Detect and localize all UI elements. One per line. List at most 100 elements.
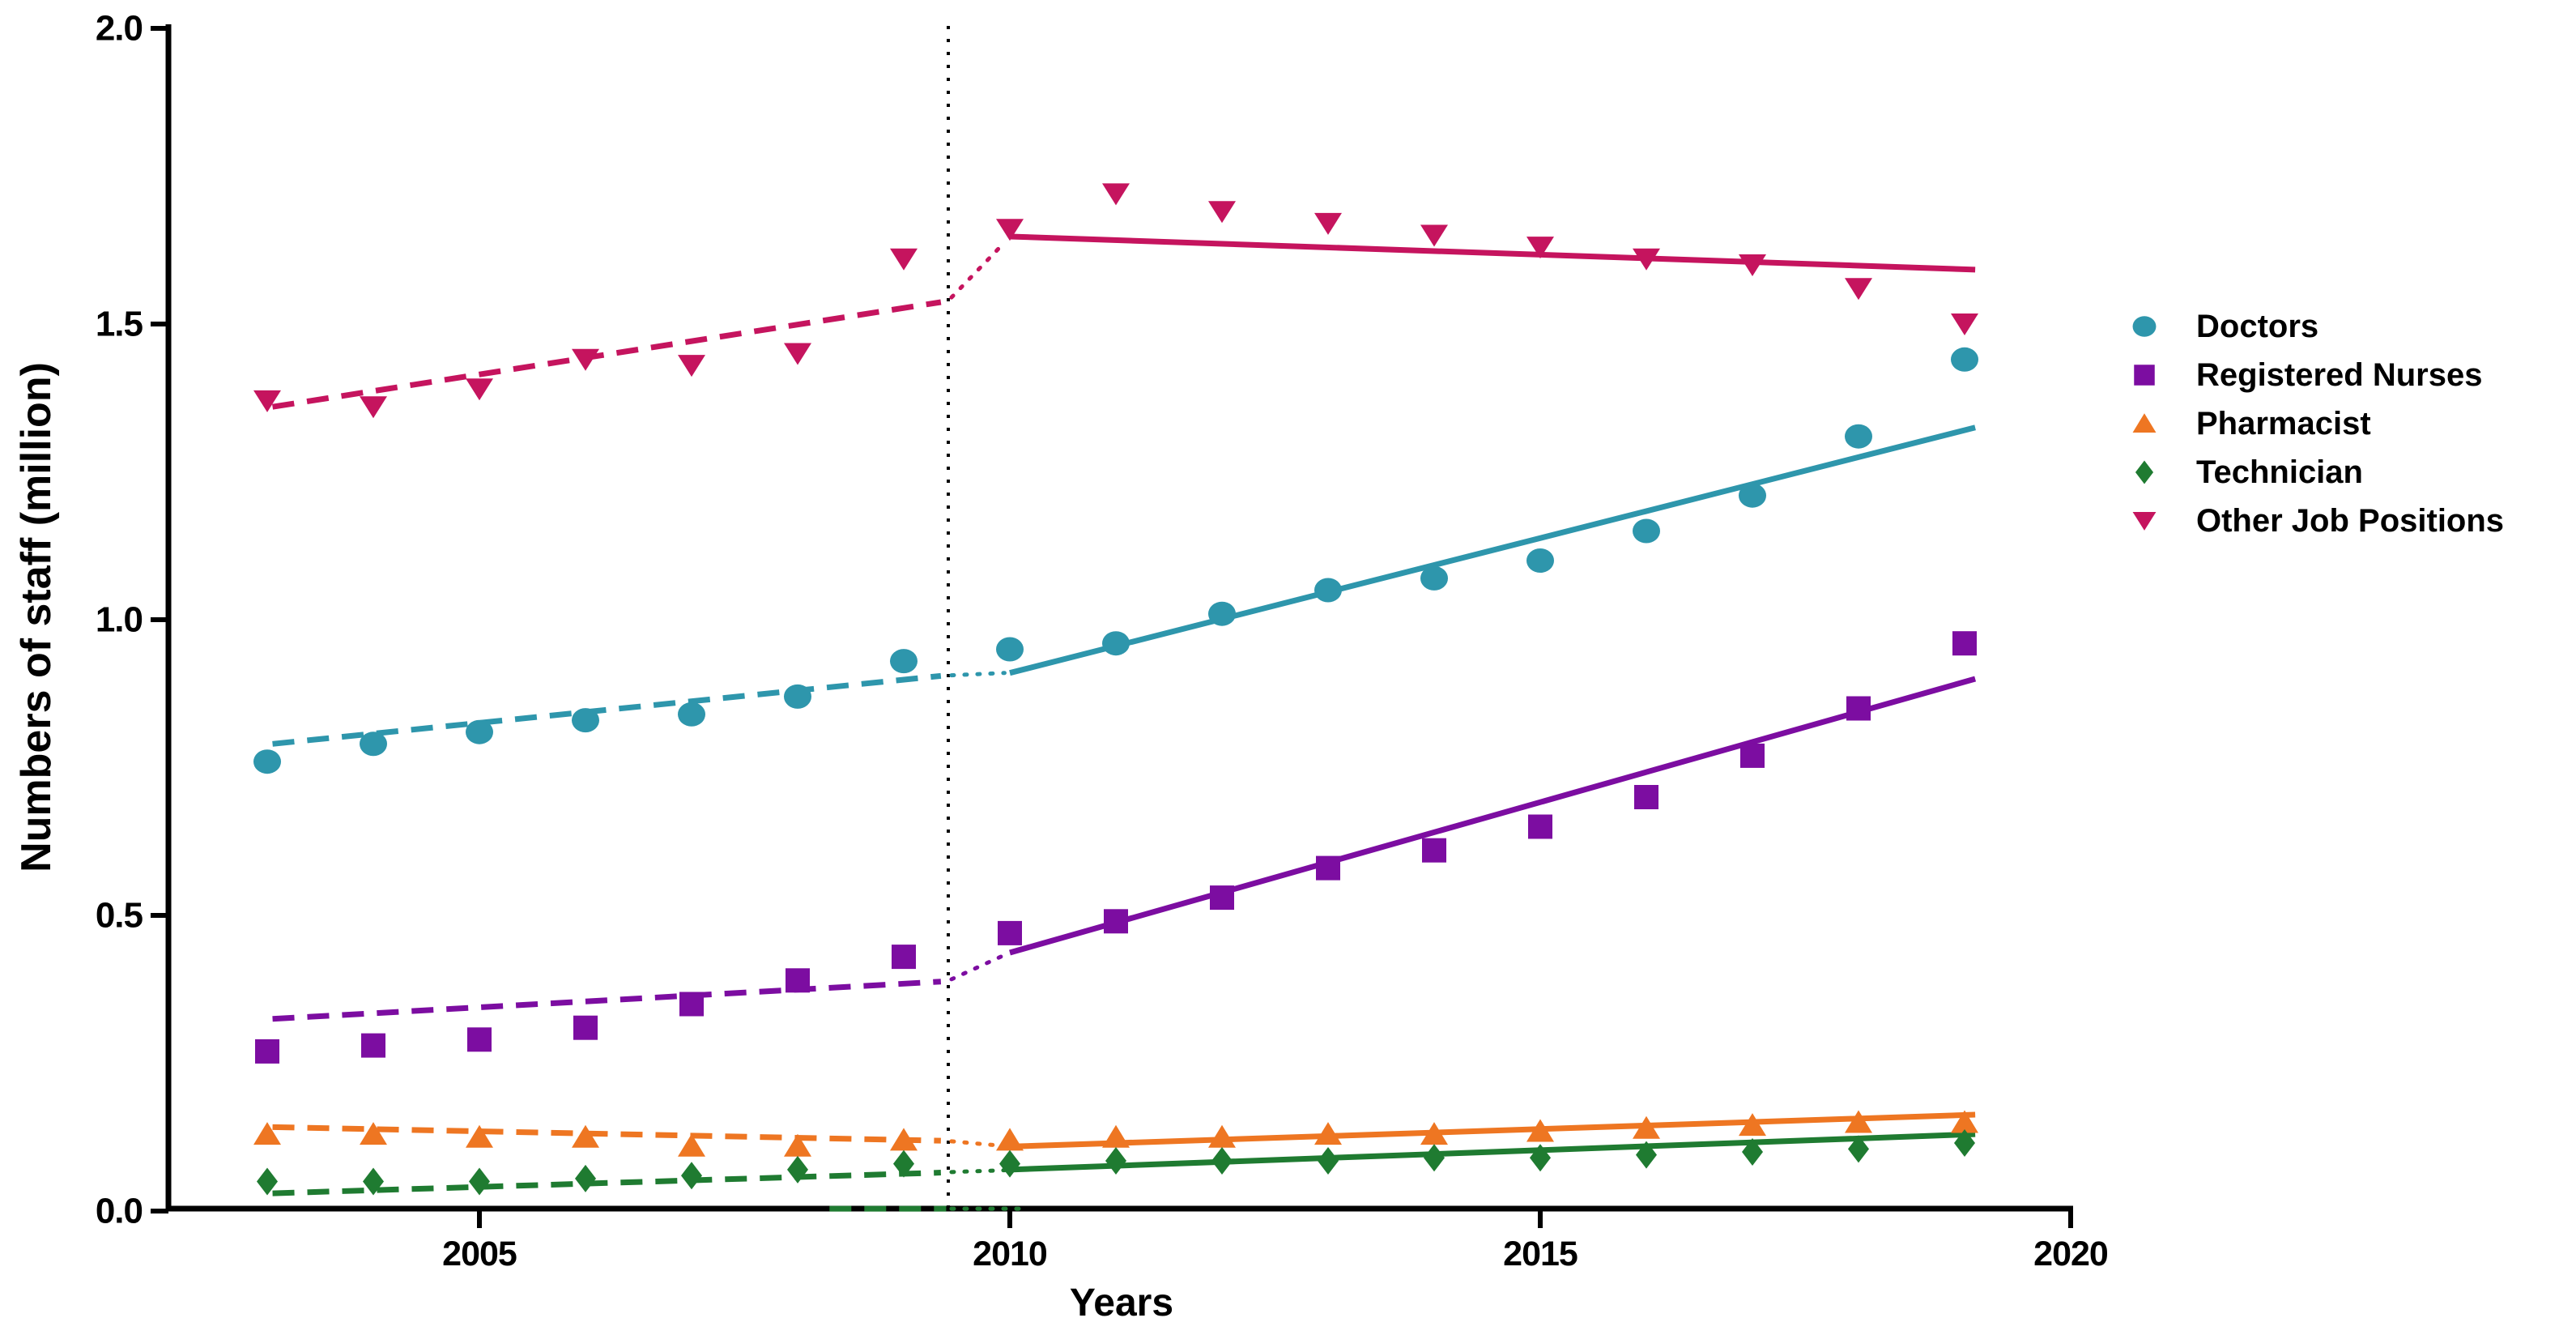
marker-pharmacist-2010	[996, 1128, 1024, 1151]
y-axis-title: Numbers of staff (million)	[13, 362, 60, 872]
trend-lines	[272, 233, 1977, 1212]
marker-registered-nurses-2005	[467, 1027, 492, 1052]
series-registered-nurses	[255, 631, 1977, 1064]
marker-doctors-2016	[1633, 518, 1660, 544]
legend-item-technician: Technician	[2135, 454, 2363, 490]
trend-technician-dashed	[272, 1170, 941, 1196]
trend-doctors-solid	[1009, 424, 1976, 676]
marker-pharmacist-2009	[890, 1128, 918, 1151]
marker-technician-2018	[1848, 1135, 1869, 1163]
marker-technician-2004	[363, 1167, 384, 1196]
marker-registered-nurses-2019	[1952, 631, 1977, 656]
marker-other-job-positions-2012	[1208, 201, 1236, 224]
marker-technician-2019	[1954, 1129, 1975, 1158]
trend-registered-nurses-dashed	[272, 979, 942, 1022]
marker-registered-nurses-2012	[1210, 885, 1234, 911]
y-tick-label: 1.5	[96, 305, 143, 344]
trend-other-job-positions-solid	[1009, 233, 1976, 273]
marker-registered-nurses-2007	[679, 992, 704, 1017]
marker-pharmacist-2012	[1208, 1124, 1236, 1148]
legend-triangle-down-icon	[2132, 511, 2157, 531]
marker-doctors-2009	[890, 649, 918, 674]
trend-doctors-dashed	[272, 672, 942, 747]
legend-item-pharmacist: Pharmacist	[2132, 406, 2371, 441]
marker-doctors-2005	[466, 719, 493, 744]
marker-doctors-2006	[572, 708, 599, 733]
series-pharmacist	[253, 1110, 1978, 1157]
marker-technician-2003	[257, 1167, 278, 1196]
marker-doctors-2004	[360, 731, 387, 757]
marker-pharmacist-2016	[1633, 1115, 1660, 1139]
marker-pharmacist-2015	[1526, 1119, 1554, 1142]
marker-technician-2006	[575, 1164, 596, 1192]
series-technician	[257, 1129, 1975, 1196]
trend-registered-nurses-solid	[1009, 676, 1977, 956]
y-tick-label: 2.0	[96, 9, 143, 49]
x-tick-label: 2015	[1503, 1235, 1578, 1273]
marker-technician-2009	[893, 1149, 914, 1178]
x-tick-label: 2010	[973, 1235, 1047, 1273]
trend-pharmacist-dotted	[949, 1139, 1007, 1149]
legend-item-registered-nurses: Registered Nurses	[2134, 357, 2482, 393]
legend-circle-icon	[2132, 316, 2157, 337]
legend-diamond-icon	[2135, 460, 2154, 484]
marker-other-job-positions-2016	[1633, 248, 1660, 271]
series-doctors	[253, 347, 1978, 774]
trend-technician-solid	[1009, 1131, 1976, 1173]
marker-pharmacist-2017	[1739, 1113, 1766, 1137]
marker-other-job-positions-2017	[1739, 254, 1766, 276]
marker-doctors-2019	[1951, 347, 1978, 372]
marker-technician-2013	[1318, 1146, 1339, 1175]
marker-other-job-positions-2005	[466, 378, 493, 401]
y-tick-label: 1.0	[96, 600, 143, 640]
marker-technician-2012	[1211, 1146, 1233, 1175]
marker-other-job-positions-2018	[1845, 278, 1872, 301]
marker-pharmacist-2006	[572, 1124, 599, 1148]
marker-other-job-positions-2007	[678, 355, 705, 377]
trend-other-job-positions-dotted	[949, 240, 1007, 300]
marker-doctors-2014	[1420, 565, 1448, 591]
legend-triangle-up-icon	[2132, 413, 2157, 433]
marker-pharmacist-2014	[1420, 1122, 1448, 1145]
marker-pharmacist-2004	[360, 1122, 387, 1145]
marker-doctors-2008	[784, 684, 811, 709]
x-tick-label: 2005	[442, 1235, 517, 1273]
marker-pharmacist-2003	[253, 1122, 281, 1145]
marker-other-job-positions-2019	[1951, 313, 1978, 335]
trend-doctors-dotted	[949, 671, 1007, 678]
marker-technician-2007	[681, 1162, 702, 1190]
legend-label: Registered Nurses	[2196, 357, 2482, 393]
marker-doctors-2010	[996, 637, 1024, 662]
legend-square-icon	[2134, 365, 2155, 386]
marker-pharmacist-2013	[1314, 1122, 1342, 1145]
marker-registered-nurses-2014	[1422, 838, 1446, 863]
marker-other-job-positions-2010	[996, 219, 1024, 241]
trend-registered-nurses-dotted	[949, 953, 1007, 982]
marker-registered-nurses-2006	[573, 1015, 598, 1040]
marker-technician-2016	[1636, 1141, 1657, 1169]
marker-registered-nurses-2003	[255, 1039, 279, 1064]
x-axis-title: Years	[1070, 1282, 1173, 1324]
marker-doctors-2013	[1314, 578, 1342, 603]
marker-registered-nurses-2010	[998, 920, 1022, 945]
marker-other-job-positions-2013	[1314, 212, 1342, 235]
legend-item-other-job-positions: Other Job Positions	[2132, 503, 2504, 539]
marker-pharmacist-2007	[678, 1133, 705, 1157]
legend-label: Pharmacist	[2196, 406, 2371, 441]
legend-label: Doctors	[2196, 309, 2318, 344]
marker-other-job-positions-2004	[360, 396, 387, 419]
marker-registered-nurses-2004	[361, 1033, 385, 1058]
marker-pharmacist-2005	[466, 1124, 493, 1148]
legend-label: Technician	[2196, 454, 2363, 490]
marker-registered-nurses-2013	[1316, 855, 1340, 881]
marker-technician-2010	[999, 1149, 1020, 1178]
marker-doctors-2007	[678, 702, 705, 727]
marker-doctors-2017	[1739, 483, 1766, 508]
marker-doctors-2012	[1208, 601, 1236, 626]
marker-doctors-2018	[1845, 424, 1872, 449]
trend-pharmacist-solid	[1009, 1111, 1976, 1149]
trend-technician-dotted	[949, 1168, 1007, 1175]
marker-other-job-positions-2008	[784, 343, 811, 365]
